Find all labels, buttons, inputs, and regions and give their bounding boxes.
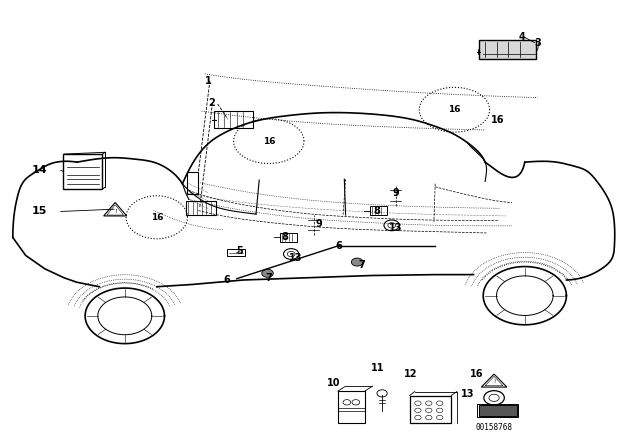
FancyBboxPatch shape	[338, 391, 365, 423]
Text: 16: 16	[470, 369, 484, 379]
Text: 7: 7	[358, 260, 365, 270]
Text: 13: 13	[289, 253, 303, 263]
Text: 6: 6	[336, 241, 342, 251]
Text: 8: 8	[282, 233, 288, 242]
Text: 7: 7	[266, 273, 272, 283]
Circle shape	[351, 258, 363, 266]
Text: 3: 3	[534, 38, 541, 47]
FancyBboxPatch shape	[370, 206, 387, 215]
Text: 1: 1	[205, 76, 211, 86]
Text: 13: 13	[388, 224, 403, 233]
Text: 00158768: 00158768	[476, 423, 513, 432]
Text: 16: 16	[491, 115, 505, 125]
Text: 16: 16	[262, 137, 275, 146]
FancyBboxPatch shape	[186, 201, 216, 215]
FancyBboxPatch shape	[63, 154, 102, 189]
Text: 10: 10	[327, 378, 341, 388]
Text: 13: 13	[460, 389, 474, 399]
Text: 8: 8	[373, 206, 380, 215]
FancyBboxPatch shape	[479, 40, 536, 59]
Text: !: !	[493, 379, 495, 384]
Circle shape	[262, 269, 273, 277]
Text: 11: 11	[371, 363, 385, 373]
Text: 9: 9	[392, 188, 399, 198]
Text: !: !	[114, 209, 116, 214]
FancyBboxPatch shape	[214, 111, 253, 128]
Text: 2: 2	[208, 98, 214, 108]
FancyBboxPatch shape	[280, 233, 297, 242]
Text: 5: 5	[237, 246, 243, 256]
Text: 16: 16	[150, 213, 163, 222]
FancyBboxPatch shape	[410, 396, 451, 423]
Text: 12: 12	[404, 369, 418, 379]
FancyBboxPatch shape	[479, 405, 517, 416]
Text: 4: 4	[518, 32, 525, 42]
FancyBboxPatch shape	[187, 172, 198, 194]
Text: 14: 14	[32, 165, 47, 175]
FancyBboxPatch shape	[227, 249, 245, 256]
Text: 15: 15	[32, 207, 47, 216]
Text: 6: 6	[224, 275, 230, 285]
Text: 9: 9	[316, 219, 322, 229]
Text: 16: 16	[448, 105, 461, 114]
